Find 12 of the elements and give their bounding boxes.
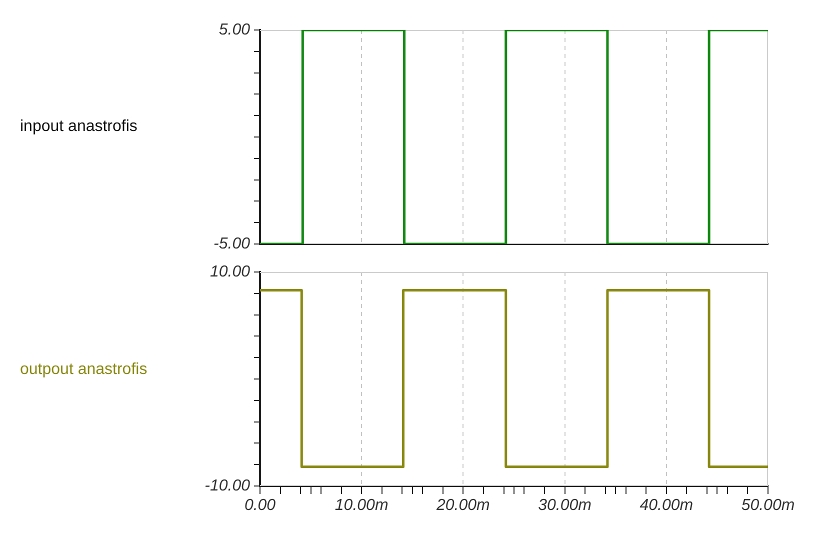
x-tick-label: 0.00 bbox=[244, 497, 276, 514]
x-tick-label: 30.00m bbox=[538, 497, 592, 514]
x-tick-label: 10.00m bbox=[334, 497, 388, 514]
y-tick-label: 5.00 bbox=[218, 21, 250, 38]
y-tick-label: -10.00 bbox=[204, 477, 250, 494]
x-tick-label: 20.00m bbox=[436, 497, 490, 514]
y-axis-title: outpout anastrofis bbox=[20, 361, 148, 379]
x-tick-label: 40.00m bbox=[640, 497, 694, 514]
y-tick-label: 10.00 bbox=[210, 263, 250, 280]
x-tick-label: 50.00m bbox=[741, 497, 795, 514]
y-tick-label: -5.00 bbox=[214, 235, 250, 252]
y-axis-title: inpout anastrofis bbox=[20, 118, 138, 136]
